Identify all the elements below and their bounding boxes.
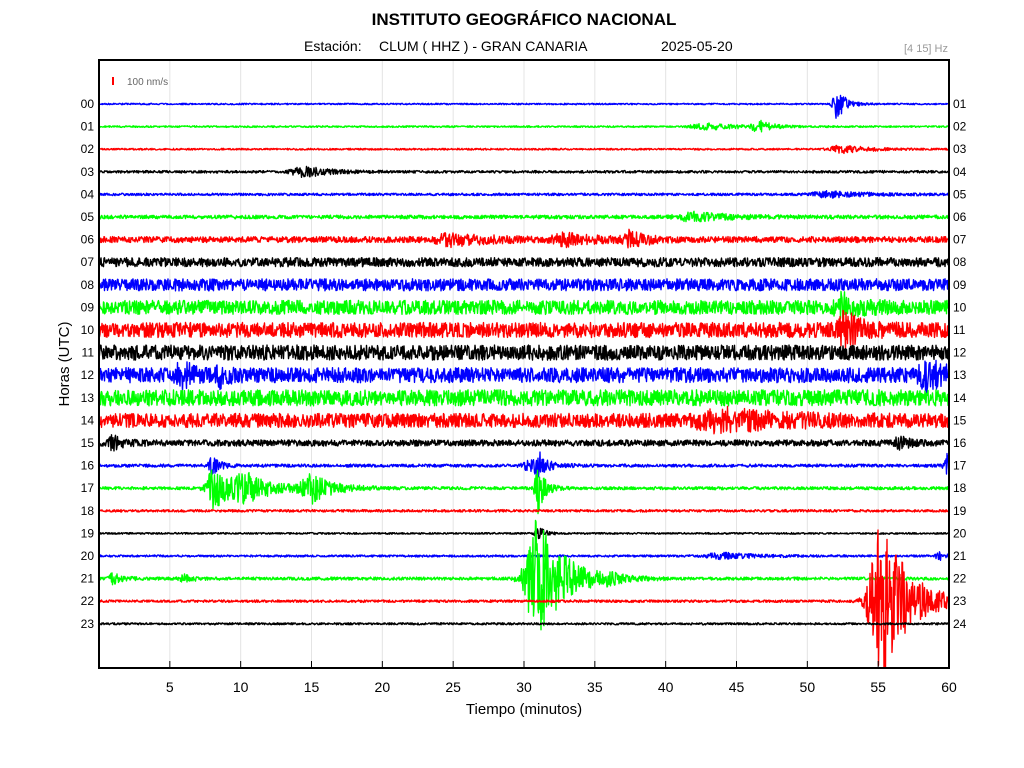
hour-label-left: 20	[81, 549, 95, 563]
hour-label-left: 08	[81, 278, 95, 292]
hour-label-right: 12	[953, 346, 967, 360]
x-tick-label: 35	[587, 679, 603, 695]
trace-hour-16	[99, 451, 949, 480]
trace-hour-04	[99, 190, 949, 199]
filter-band: [4 15] Hz	[904, 43, 948, 55]
right-hour-labels: 01 02 03 04 05 06 07 08 09 10 11 12 13 14 15 16 17 18 19 20…	[953, 97, 967, 631]
y-axis-label: Horas (UTC)	[56, 321, 73, 406]
trace-hour-08	[99, 278, 949, 292]
left-hour-labels: 00 01 02 03 04 05 06 07 08 09 10 11 12 13 14 15 16 17 18 19…	[81, 97, 95, 631]
trace-hour-12	[99, 359, 949, 394]
trace-hour-10	[99, 309, 949, 351]
hour-label-right: 07	[953, 233, 967, 247]
recording-date: 2025-05-20	[661, 38, 733, 54]
seismic-traces	[99, 94, 949, 668]
hour-label-right: 15	[953, 413, 967, 427]
trace-hour-09	[99, 290, 949, 324]
x-tick-label: 50	[800, 679, 816, 695]
hour-label-right: 18	[953, 481, 967, 495]
hour-label-right: 21	[953, 549, 967, 563]
hour-label-left: 23	[81, 617, 95, 631]
trace-hour-15	[99, 434, 949, 452]
trace-hour-19	[99, 527, 949, 540]
x-tick-label: 30	[516, 679, 532, 695]
hour-label-right: 09	[953, 278, 967, 292]
trace-hour-22	[99, 529, 949, 668]
hour-label-right: 22	[953, 572, 967, 586]
hour-label-left: 05	[81, 210, 95, 224]
trace-hour-01	[99, 119, 949, 133]
hour-label-left: 04	[81, 187, 95, 201]
hour-label-left: 06	[81, 233, 95, 247]
hour-label-right: 19	[953, 504, 967, 518]
hour-label-left: 00	[81, 97, 95, 111]
trace-hour-18	[99, 508, 949, 513]
hour-label-right: 02	[953, 120, 967, 134]
hour-label-left: 03	[81, 165, 95, 179]
trace-hour-20	[99, 551, 949, 561]
trace-hour-23	[99, 622, 949, 626]
x-tick-label: 40	[658, 679, 674, 695]
hour-label-left: 02	[81, 142, 95, 156]
hour-label-left: 19	[81, 526, 95, 540]
station-label: Estación:	[304, 38, 362, 54]
hour-label-right: 11	[953, 323, 966, 337]
hour-label-right: 03	[953, 142, 967, 156]
trace-hour-03	[99, 165, 949, 178]
hour-label-left: 16	[81, 459, 95, 473]
trace-hour-21	[99, 519, 949, 631]
trace-hour-13	[99, 389, 949, 407]
hour-label-left: 07	[81, 255, 95, 269]
hour-label-right: 05	[953, 187, 967, 201]
x-tick-label: 5	[166, 679, 174, 695]
hour-label-left: 21	[81, 572, 95, 586]
hour-label-left: 10	[81, 323, 95, 337]
trace-hour-17	[99, 469, 949, 515]
trace-hour-02	[99, 144, 949, 155]
figure-title: INSTITUTO GEOGRÁFICO NACIONAL	[372, 10, 677, 29]
trace-hour-00	[99, 94, 949, 119]
hour-label-right: 17	[953, 459, 967, 473]
x-tick-label: 60	[941, 679, 957, 695]
trace-hour-11	[99, 344, 949, 361]
hour-label-left: 09	[81, 300, 95, 314]
x-tick-label: 20	[375, 679, 391, 695]
scale-bar-marker	[112, 77, 114, 85]
x-axis-ticks: 5 10 15 20 25 30 35 40 45 50 55 60	[166, 661, 957, 695]
hour-label-right: 10	[953, 300, 967, 314]
hour-label-right: 20	[953, 526, 967, 540]
hour-label-left: 22	[81, 594, 95, 608]
x-tick-label: 25	[445, 679, 461, 695]
x-axis-label: Tiempo (minutos)	[466, 701, 582, 718]
x-tick-label: 45	[729, 679, 745, 695]
hour-label-left: 11	[82, 346, 95, 360]
station-name: CLUM ( HHZ ) - GRAN CANARIA	[379, 38, 588, 54]
hour-label-left: 15	[81, 436, 95, 450]
hour-label-right: 06	[953, 210, 967, 224]
hour-label-left: 18	[81, 504, 95, 518]
hour-label-left: 14	[81, 413, 95, 427]
hour-label-left: 13	[81, 391, 95, 405]
hour-label-left: 12	[81, 368, 95, 382]
x-tick-label: 55	[870, 679, 886, 695]
hour-label-right: 23	[953, 594, 967, 608]
trace-hour-05	[99, 210, 949, 223]
hour-label-right: 01	[953, 97, 967, 111]
hour-label-right: 13	[953, 368, 967, 382]
hour-label-left: 17	[81, 481, 95, 495]
hour-label-right: 16	[953, 436, 967, 450]
hour-label-right: 24	[953, 617, 967, 631]
trace-hour-07	[99, 257, 949, 268]
hour-label-right: 08	[953, 255, 967, 269]
trace-hour-06	[99, 228, 949, 249]
hour-label-right: 14	[953, 391, 967, 405]
hour-label-right: 04	[953, 165, 967, 179]
hour-label-left: 01	[81, 120, 95, 134]
trace-hour-14	[99, 405, 949, 435]
x-tick-label: 10	[233, 679, 249, 695]
x-tick-label: 15	[304, 679, 320, 695]
scale-bar-label: 100 nm/s	[127, 77, 168, 88]
